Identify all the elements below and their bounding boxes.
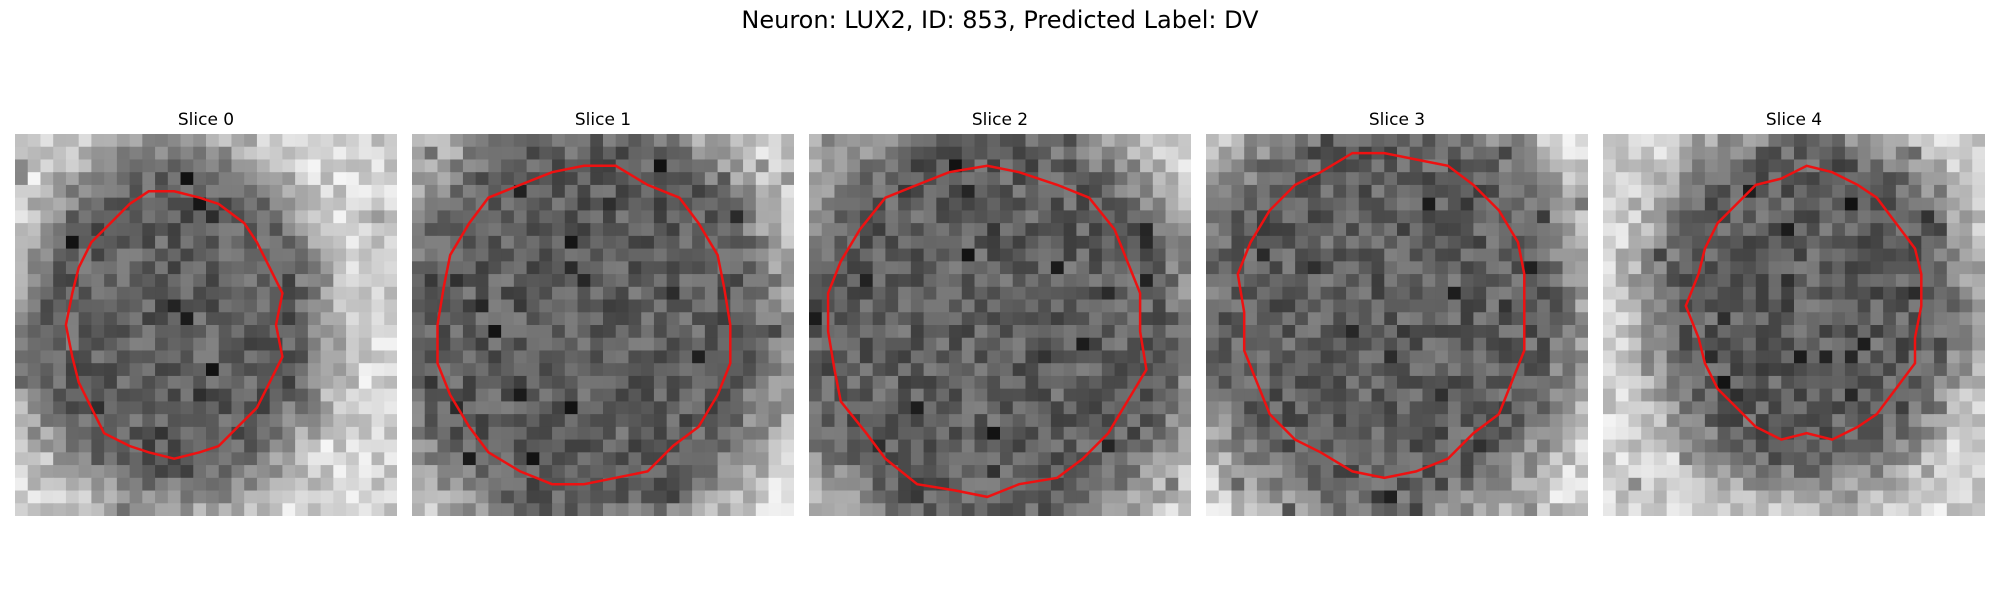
pixel-grid (15, 134, 397, 516)
pixel-grid (1603, 134, 1985, 516)
contour-outline (1236, 151, 1526, 480)
contour-outline (1684, 164, 1923, 441)
pixel-grid (412, 134, 794, 516)
contour-outline (826, 164, 1148, 499)
figure-title: Neuron: LUX2, ID: 853, Predicted Label: … (741, 6, 1259, 34)
slice-panel-0: Slice 0 (15, 109, 397, 516)
slice-panel-4: Slice 4 (1603, 109, 1985, 516)
slice-title-2: Slice 2 (971, 110, 1029, 130)
slice-title-4: Slice 4 (1765, 110, 1823, 130)
slice-title-0: Slice 0 (177, 110, 235, 130)
slice-panel-2: Slice 2 (809, 109, 1191, 516)
slice-panel-1: Slice 1 (412, 109, 794, 516)
slice-image-0 (15, 134, 397, 516)
pixel-grid (1206, 134, 1588, 516)
slice-panel-3: Slice 3 (1206, 109, 1588, 516)
contour-outline (64, 190, 284, 460)
contour-outline (436, 164, 732, 486)
slice-image-4 (1603, 134, 1985, 516)
slice-image-3 (1206, 134, 1588, 516)
slice-title-3: Slice 3 (1368, 110, 1426, 130)
slice-title-1: Slice 1 (574, 110, 632, 130)
pixel-grid (809, 134, 1191, 516)
slice-image-2 (809, 134, 1191, 516)
slice-image-1 (412, 134, 794, 516)
